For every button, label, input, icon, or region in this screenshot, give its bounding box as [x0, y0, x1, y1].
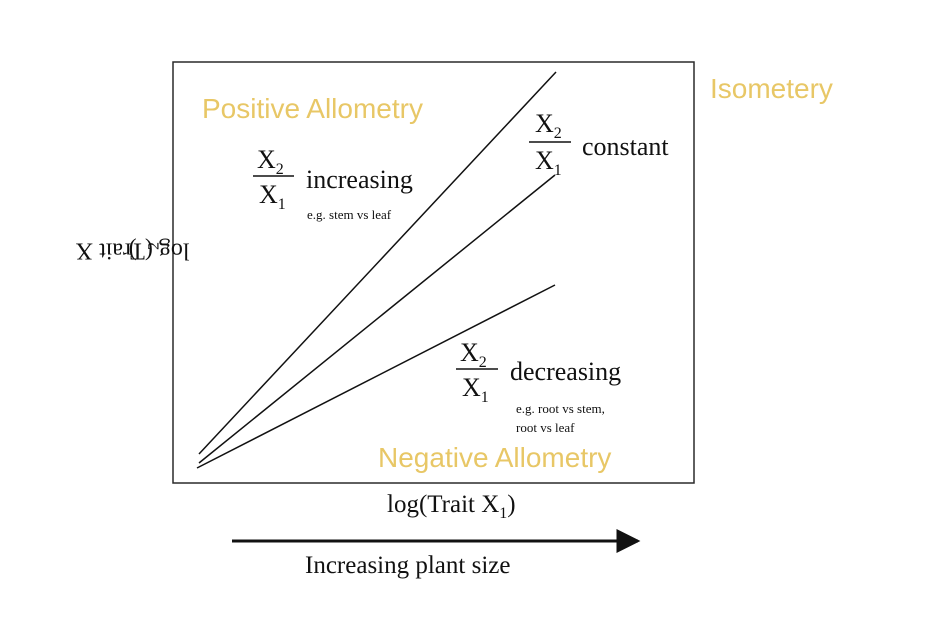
isometry-line [198, 174, 556, 464]
ratio-fraction-constant: X2 X1 [529, 109, 571, 179]
isometry-label: Isometery [710, 73, 833, 104]
ratio-fraction-increasing: X2 X1 [253, 145, 294, 213]
svg-text:X1: X1 [259, 180, 286, 213]
decreasing-label: decreasing [510, 357, 621, 386]
x-axis-label: log(Trait X1) [387, 491, 516, 522]
svg-text:X1: X1 [462, 373, 489, 406]
decreasing-example-line-2: root vs leaf [516, 420, 575, 435]
svg-text:X2: X2 [257, 145, 284, 178]
positive-allometry-line [198, 71, 557, 455]
svg-text:X2: X2 [460, 338, 487, 371]
positive-allometry-label: Positive Allometry [202, 93, 423, 124]
svg-text:X2: X2 [535, 109, 562, 142]
increasing-label: increasing [306, 165, 413, 194]
y-axis-label: log (Trait X 2) [75, 237, 190, 264]
plant-size-label: Increasing plant size [305, 552, 510, 579]
negative-allometry-line [196, 284, 556, 469]
constant-label: constant [582, 132, 669, 161]
plot-frame [172, 61, 695, 484]
increasing-example: e.g. stem vs leaf [307, 207, 392, 222]
svg-text:X1: X1 [535, 146, 562, 179]
negative-allometry-label: Negative Allometry [378, 442, 611, 473]
decreasing-example-line-1: e.g. root vs stem, [516, 401, 605, 416]
ratio-fraction-decreasing: X2 X1 [456, 338, 498, 406]
